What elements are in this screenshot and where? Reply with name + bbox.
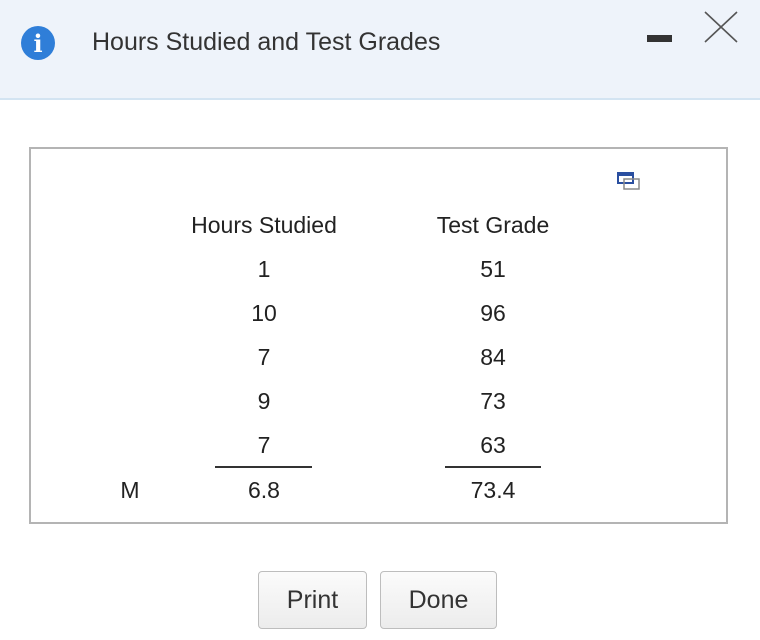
summary-label: M (120, 477, 140, 503)
table-cell: 1 (257, 256, 271, 282)
table-cell: 10 (251, 300, 277, 326)
info-glyph: i (33, 29, 42, 58)
info-icon (21, 26, 55, 60)
table-cell: 73 (480, 388, 506, 414)
table-panel (29, 147, 728, 524)
copy-icon[interactable] (615, 170, 645, 194)
sum-rule (215, 466, 312, 468)
table-cell: 96 (480, 300, 506, 326)
table-cell: 7 (257, 432, 271, 458)
column-header: Hours Studied (191, 212, 337, 238)
sum-rule (445, 466, 541, 468)
column-header: Test Grade (436, 212, 550, 238)
minimize-button[interactable] (647, 35, 672, 42)
header-icons: i (21, 11, 738, 60)
dialog-title: Hours Studied and Test Grades (92, 28, 441, 56)
table-cell: 7 (257, 344, 271, 370)
close-button[interactable] (704, 11, 738, 43)
summary-value: 73.4 (470, 477, 516, 503)
table-cell: 84 (480, 344, 506, 370)
button[interactable]: Done (380, 571, 497, 629)
table-cell: 63 (480, 432, 506, 458)
summary-value: 6.8 (248, 477, 280, 503)
table-cell: 9 (257, 388, 271, 414)
table-cell: 51 (480, 256, 506, 282)
button[interactable]: Print (258, 571, 367, 629)
dialog-header (0, 0, 760, 100)
